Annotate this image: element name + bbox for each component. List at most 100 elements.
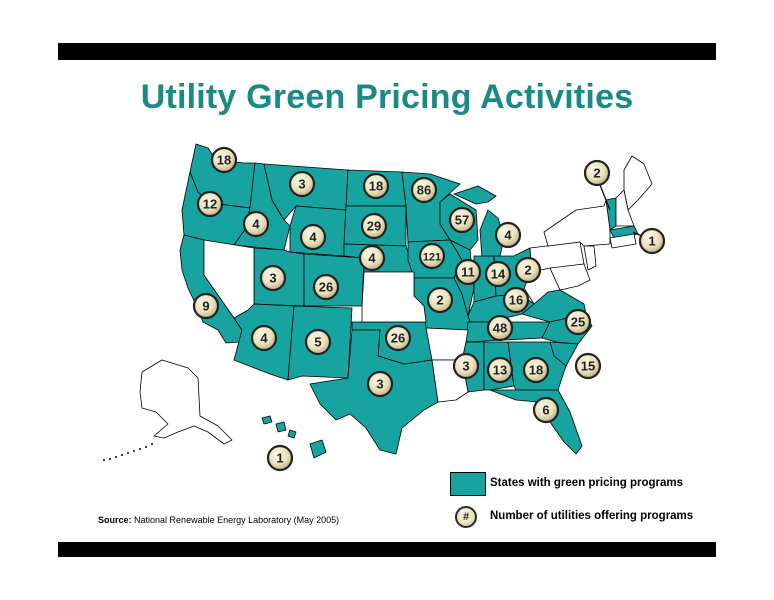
badge-circle [574,352,602,380]
badge-count: 26 [319,280,333,295]
badge-mi: 4 [494,221,522,249]
source-note: Source: National Renewable Energy Labora… [98,515,339,525]
badge-count: 48 [493,321,507,336]
badge-count: 86 [417,183,431,198]
badge-count: 4 [368,251,376,266]
badge-circle [358,244,386,272]
badge-circle [494,221,522,249]
badge-wi: 57 [448,206,476,234]
state-hi-2 [275,421,287,433]
badge-az: 4 [250,324,278,352]
badge-count: 12 [203,197,217,212]
state-fl [489,389,583,455]
legend-number-label: Number of utilities offering programs [490,510,694,522]
badge-fl: 6 [532,396,560,424]
badge-count: 6 [542,403,549,418]
badge-count: 9 [202,299,209,314]
badge-hi: 1 [266,444,294,472]
badge-count: 26 [391,331,405,346]
badge-tn: 48 [486,314,514,342]
badge-count: 57 [455,213,469,228]
badge-circle [532,396,560,424]
badge-circle [304,328,332,356]
badge-circle [426,286,454,314]
badge-nd: 18 [362,172,390,200]
badge-circle [312,273,340,301]
badge-wa: 18 [210,146,238,174]
badge-count: 18 [529,363,543,378]
badge-ms: 3 [452,352,480,380]
badge-ia: 121 [418,242,446,270]
badge-count: 3 [462,359,469,374]
badge-il: 11 [454,258,482,286]
badge-vt: 2 [583,159,611,187]
badge-count: 29 [367,219,381,234]
badge-count: 11 [461,265,475,280]
badge-count: 15 [581,359,595,374]
state-md [549,263,591,291]
program-states [179,143,639,459]
badge-count: 2 [524,263,531,278]
badge-or: 12 [196,190,224,218]
badge-sd: 29 [360,212,388,240]
badge-mt: 3 [288,170,316,198]
badge-ma: 1 [638,227,666,255]
badge-count: 3 [376,377,383,392]
badge-ut: 3 [259,264,287,292]
badge-circle [418,242,446,270]
state-hi-3 [287,429,297,439]
badge-mn: 86 [410,176,438,204]
badge-count: 2 [436,293,443,308]
state-nh [615,189,635,227]
slide: Utility Green Pricing Activities [58,60,716,542]
bottom-black-bar [58,542,716,557]
badge-count: 25 [571,315,585,330]
badge-nm: 5 [304,328,332,356]
badge-circle [514,256,542,284]
badge-circle [360,212,388,240]
legend-number-badge: # [455,506,477,528]
state-ks [361,271,427,323]
badge-count: 4 [504,228,512,243]
badge-circle [564,308,592,336]
badge-circle [299,223,327,251]
badge-count: 14 [491,267,506,282]
badge-al: 13 [486,356,514,384]
badge-circle [366,370,394,398]
badge-circle [583,159,611,187]
state-ak [139,359,233,445]
badge-circle [210,146,238,174]
badge-count: 121 [423,252,441,264]
badge-circle [502,286,530,314]
badge-ca: 9 [192,292,220,320]
badge-circle [522,356,550,384]
badge-ok: 26 [384,324,412,352]
legend-states-label: States with green pricing programs [490,477,683,489]
badge-count: 3 [298,177,305,192]
badge-wy: 4 [299,223,327,251]
state-ct [609,233,637,249]
badge-tx: 3 [366,370,394,398]
page-title: Utility Green Pricing Activities [140,78,634,116]
badge-circle [486,356,514,384]
badge-ga: 18 [522,356,550,384]
non-program-states [139,155,653,445]
badge-count: 16 [509,293,523,308]
source-label: Source: [98,515,132,525]
badge-circle [288,170,316,198]
badge-circle [192,292,220,320]
badge-count: 5 [314,335,321,350]
badge-count: 2 [593,166,600,181]
badge-circle [452,352,480,380]
badge-in: 14 [484,260,512,288]
badge-count: 3 [269,271,276,286]
badge-circle [196,190,224,218]
state-nv [203,239,255,319]
legend-teal-swatch [450,472,486,496]
state-ny [543,199,611,247]
badge-count: 18 [217,153,231,168]
badge-ky: 16 [502,286,530,314]
badge-circle [242,210,270,238]
